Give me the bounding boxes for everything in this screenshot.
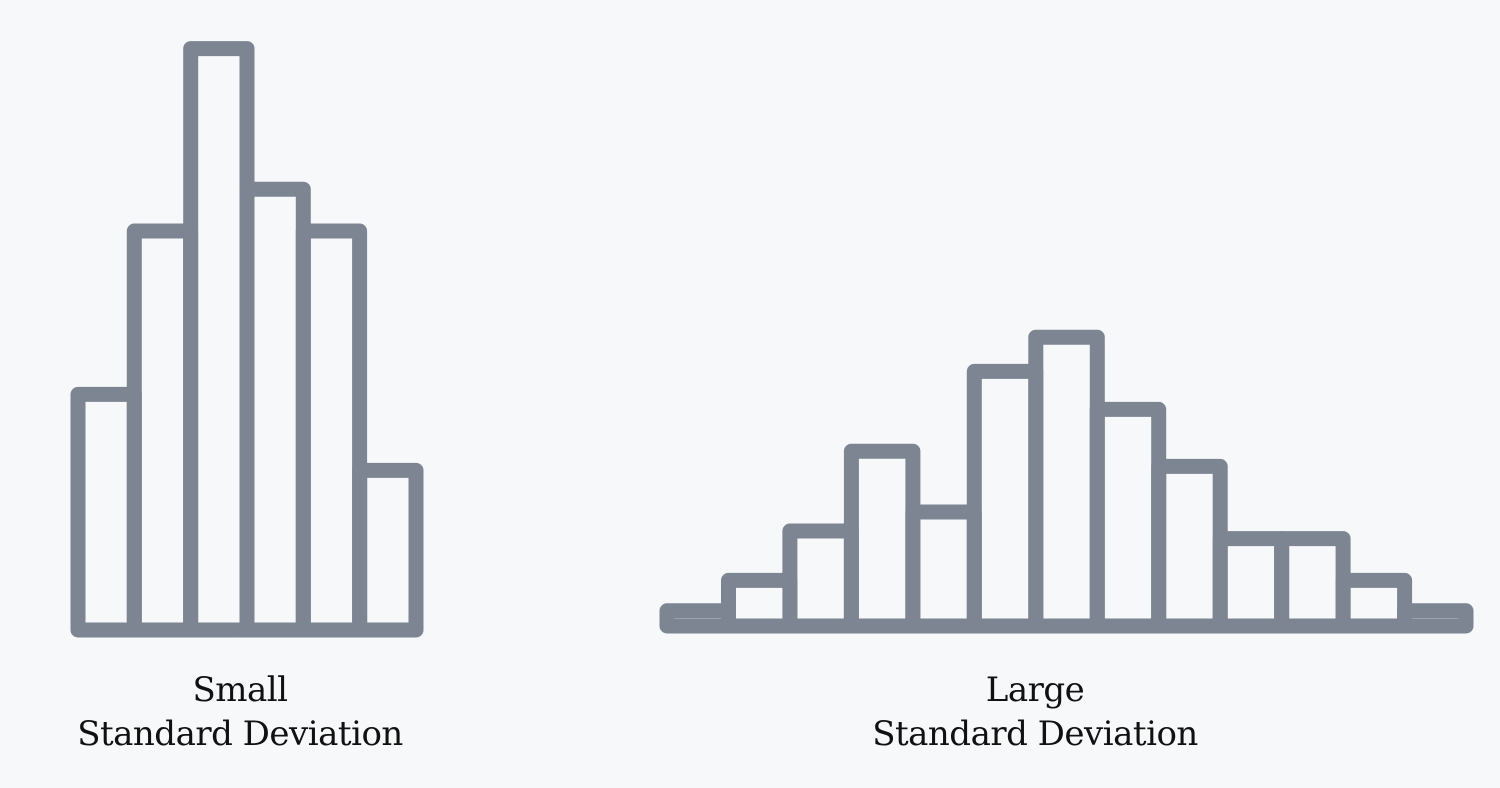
caption-small-line2: Standard Deviation: [77, 714, 403, 754]
bar-large-6: [966, 363, 1044, 634]
caption-small-line1: Small: [192, 670, 288, 710]
bar-large-11: [1274, 531, 1351, 634]
caption-large-sd: Large Standard Deviation: [835, 668, 1235, 756]
bar-small-1: [70, 386, 142, 638]
bar-large-10: [1212, 531, 1290, 634]
bar-large-12: [1335, 572, 1413, 634]
bar-large-4: [843, 443, 921, 634]
bar-large-3: [782, 523, 859, 634]
bar-small-5: [295, 223, 368, 638]
histogram-small-sd: [70, 41, 424, 638]
bar-large-9: [1151, 458, 1228, 634]
bar-large-1: [659, 603, 736, 634]
caption-small-sd: Small Standard Deviation: [40, 668, 440, 756]
bar-small-6: [352, 462, 424, 638]
bar-large-13: [1397, 603, 1474, 634]
bar-large-5: [905, 504, 982, 634]
caption-large-line1: Large: [985, 670, 1085, 710]
bar-small-4: [239, 181, 311, 638]
caption-large-line2: Standard Deviation: [872, 714, 1198, 754]
bar-large-8: [1089, 401, 1167, 634]
bar-small-2: [126, 223, 199, 638]
bar-small-3: [183, 41, 255, 638]
histogram-large-sd: [659, 329, 1474, 634]
bar-large-2: [721, 572, 798, 634]
bar-large-7: [1028, 329, 1105, 634]
